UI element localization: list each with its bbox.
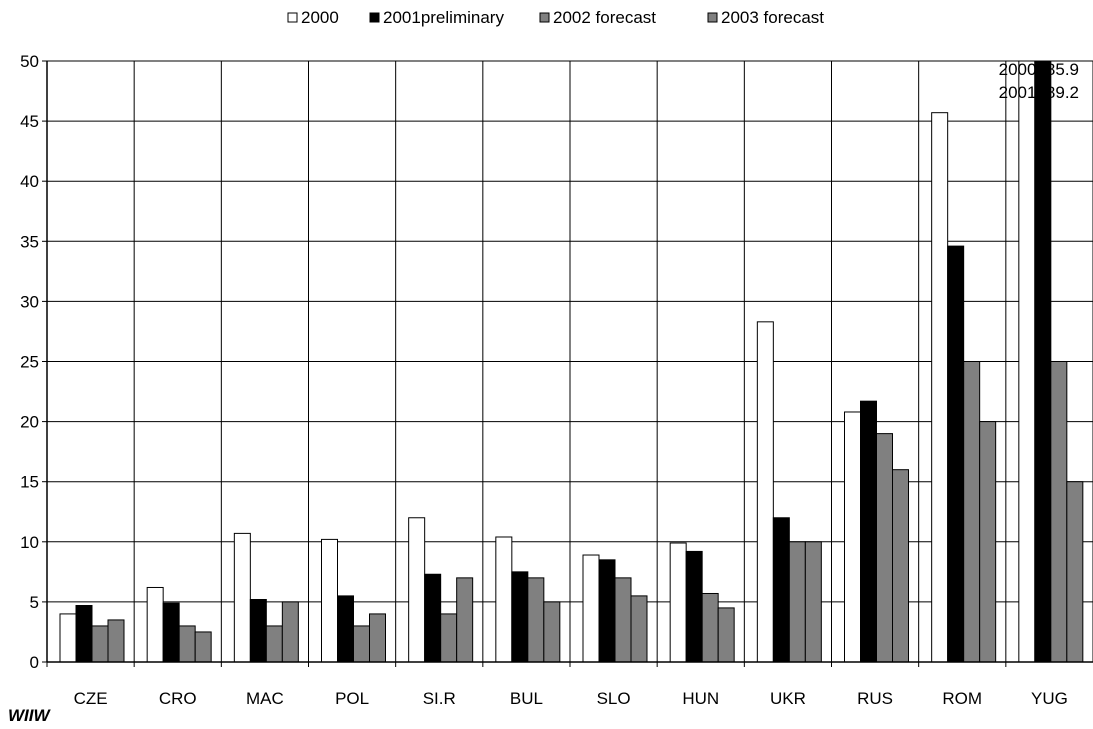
y-tick-label: 40 xyxy=(20,172,39,191)
bar xyxy=(337,595,354,663)
bar xyxy=(614,577,632,663)
bar xyxy=(772,517,790,663)
legend: 2000 2001preliminary 2002 forecast 2003 for… xyxy=(287,8,824,27)
bar xyxy=(630,595,648,663)
y-tick-label: 25 xyxy=(20,353,39,372)
y-tick-label: 15 xyxy=(20,473,39,492)
bar xyxy=(91,625,109,663)
bar xyxy=(717,607,735,663)
bar xyxy=(701,592,719,663)
bar xyxy=(194,631,212,663)
bar xyxy=(424,573,442,663)
y-tick-label: 45 xyxy=(20,112,39,131)
x-category-label: ROM xyxy=(942,689,982,708)
y-tick-label: 5 xyxy=(30,593,39,612)
bar xyxy=(1018,60,1036,663)
bar xyxy=(860,400,877,663)
x-category-label: UKR xyxy=(770,689,806,708)
bar xyxy=(408,517,426,663)
bar xyxy=(598,559,616,663)
bar xyxy=(511,571,529,663)
bar xyxy=(543,601,561,663)
y-tick-label: 50 xyxy=(20,52,39,71)
bar xyxy=(876,433,893,663)
source-label: WIIW xyxy=(8,706,50,725)
bar xyxy=(495,536,513,663)
x-category-label: BUL xyxy=(510,689,543,708)
x-category-label: CRO xyxy=(159,689,197,708)
bar xyxy=(844,411,861,663)
y-tick-label: 20 xyxy=(20,413,39,432)
x-category-label: SI.R xyxy=(423,689,456,708)
y-tick-label: 35 xyxy=(20,232,39,251)
bar xyxy=(59,613,77,663)
bar xyxy=(788,541,806,663)
bar xyxy=(979,421,997,663)
x-category-label: RUS xyxy=(857,689,893,708)
x-category-label: MAC xyxy=(246,689,284,708)
legend-swatch xyxy=(287,12,298,23)
annotation-line-1: 2000: 85.9 xyxy=(999,60,1079,79)
bar xyxy=(107,619,125,663)
bar xyxy=(931,112,949,663)
y-tick-label: 10 xyxy=(20,533,39,552)
x-category-label: POL xyxy=(335,689,369,708)
bar xyxy=(265,625,283,663)
x-category-label: YUG xyxy=(1031,689,1068,708)
legend-label: 2001preliminary xyxy=(383,8,504,27)
bar xyxy=(353,625,370,663)
bar xyxy=(1050,361,1068,663)
x-category-label: HUN xyxy=(682,689,719,708)
x-category-label: SLO xyxy=(597,689,631,708)
bar xyxy=(1034,60,1052,663)
bar xyxy=(162,602,180,663)
legend-swatch xyxy=(707,12,718,23)
bar xyxy=(756,321,774,663)
bar xyxy=(963,361,981,663)
bar xyxy=(440,613,458,663)
annotation-line-2: 2001: 89.2 xyxy=(999,83,1079,102)
bar xyxy=(369,613,386,663)
bar xyxy=(146,586,164,663)
legend-swatch xyxy=(539,12,550,23)
bar xyxy=(249,598,267,663)
bar xyxy=(892,469,909,663)
legend-label: 2002 forecast xyxy=(553,8,656,27)
bar xyxy=(456,577,474,663)
annotation: 2000: 85.9 2001: 89.2 xyxy=(999,60,1079,102)
bar xyxy=(804,541,822,663)
bar xyxy=(233,532,251,663)
bar xyxy=(75,605,93,663)
legend-swatch xyxy=(369,12,380,23)
legend-label: 2003 forecast xyxy=(721,8,824,27)
y-tick-label: 30 xyxy=(20,292,39,311)
y-tick-label: 0 xyxy=(30,653,39,672)
bar xyxy=(527,577,545,663)
bar xyxy=(669,542,687,663)
legend-label: 2000 xyxy=(301,8,339,27)
bar xyxy=(321,538,338,663)
bar xyxy=(947,245,965,663)
x-category-label: CZE xyxy=(74,689,108,708)
bar xyxy=(178,625,196,663)
bar xyxy=(685,550,703,663)
axes: 0 5 10 15 20 25 30 35 40 45 50 CZE CRO MAC POL SI.R BUL S… xyxy=(20,52,1093,708)
bar xyxy=(281,601,299,663)
bars xyxy=(59,60,1084,663)
bar xyxy=(582,554,600,663)
bar xyxy=(1066,481,1084,663)
